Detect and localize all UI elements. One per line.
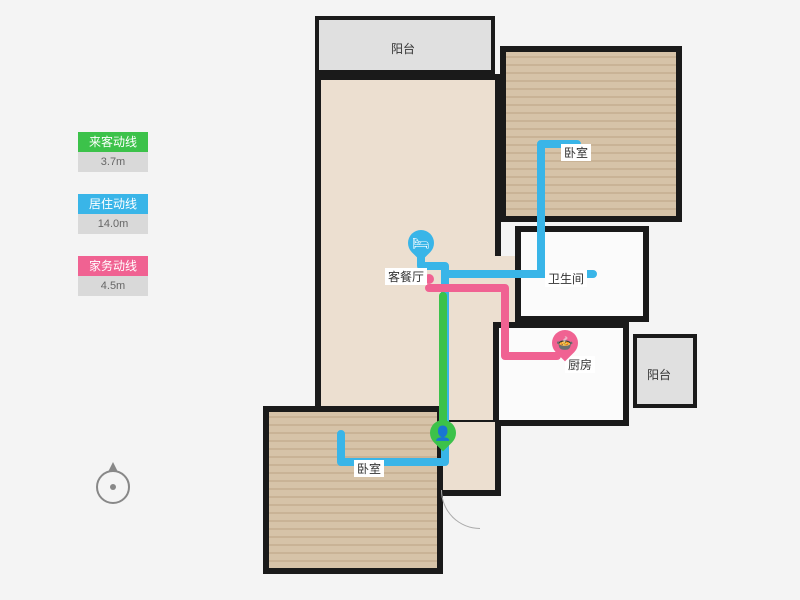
- legend: 来客动线 3.7m 居住动线 14.0m 家务动线 4.5m: [78, 132, 148, 318]
- marker-chore: 🍲: [552, 330, 578, 364]
- person-icon: 👤: [434, 426, 451, 440]
- label-bathroom: 卫生间: [545, 270, 587, 287]
- entry-door-icon: [441, 490, 480, 529]
- label-balcony-right: 阳台: [647, 366, 671, 383]
- label-balcony-top: 阳台: [391, 40, 415, 57]
- legend-chore-value: 4.5m: [78, 276, 148, 296]
- room-bedroom-bottom: [263, 406, 443, 574]
- legend-resident-value: 14.0m: [78, 214, 148, 234]
- legend-item-guest: 来客动线 3.7m: [78, 132, 148, 172]
- legend-item-chore: 家务动线 4.5m: [78, 256, 148, 296]
- marker-guest: 👤: [430, 420, 456, 454]
- legend-chore-label: 家务动线: [78, 256, 148, 276]
- legend-guest-value: 3.7m: [78, 152, 148, 172]
- floor-plan: 阳台 卧室 客餐厅 卫生间 厨房 阳台 卧室 🛏 👤 🍲: [245, 16, 705, 586]
- label-bedroom-bottom: 卧室: [354, 460, 384, 477]
- compass-icon: [96, 470, 130, 504]
- label-living: 客餐厅: [385, 268, 427, 285]
- bed-icon: 🛏: [412, 236, 430, 250]
- floorplan-canvas: 来客动线 3.7m 居住动线 14.0m 家务动线 4.5m: [0, 0, 800, 600]
- label-bedroom-top: 卧室: [561, 144, 591, 161]
- pot-icon: 🍲: [556, 336, 573, 350]
- legend-guest-label: 来客动线: [78, 132, 148, 152]
- room-bedroom-top: [500, 46, 682, 222]
- legend-item-resident: 居住动线 14.0m: [78, 194, 148, 234]
- marker-resident: 🛏: [408, 230, 434, 264]
- legend-resident-label: 居住动线: [78, 194, 148, 214]
